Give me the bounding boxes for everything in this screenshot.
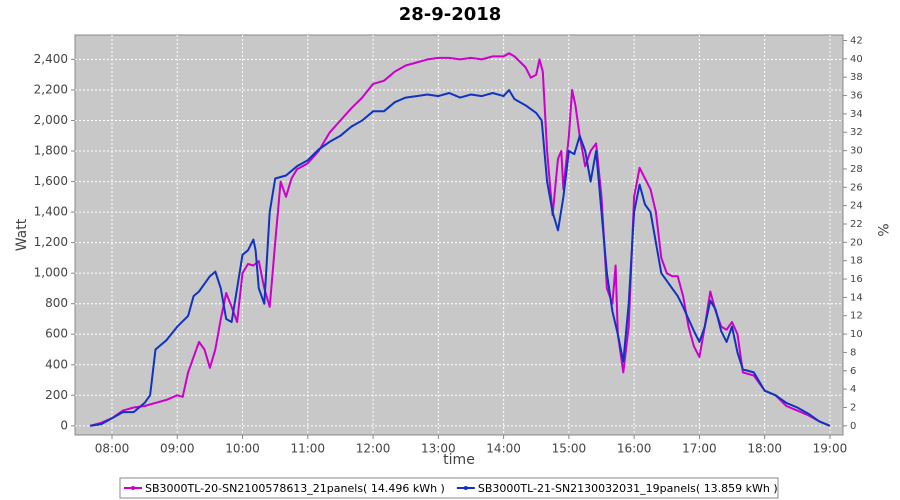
y-tick-label: 2,400 bbox=[34, 52, 68, 66]
y2-tick-label: 28 bbox=[850, 164, 863, 175]
y2-tick-label: 42 bbox=[850, 36, 863, 47]
lines bbox=[89, 52, 831, 427]
chart-title: 28-9-2018 bbox=[399, 4, 502, 25]
y2-tick-label: 10 bbox=[850, 329, 863, 340]
y2-tick-label: 36 bbox=[850, 91, 863, 102]
y2-tick-label: 32 bbox=[850, 127, 863, 138]
legend-label: SB3000TL-21-SN2130032031_19panels( 13.85… bbox=[478, 482, 778, 495]
y-tick-label: 200 bbox=[45, 388, 68, 402]
legend-swatch-dot bbox=[463, 486, 468, 490]
y2-tick-label: 4 bbox=[850, 384, 856, 395]
x-tick-label: 19:00 bbox=[813, 442, 848, 456]
plot-area bbox=[74, 34, 844, 436]
legend-items: SB3000TL-20-SN2100578613_21panels( 14.49… bbox=[124, 482, 778, 495]
x-tick-label: 18:00 bbox=[747, 442, 782, 456]
y-tick-label: 1,000 bbox=[34, 266, 68, 280]
x-tick-label: 15:00 bbox=[552, 442, 587, 456]
legend bbox=[119, 477, 779, 499]
x-tick-label: 11:00 bbox=[290, 442, 325, 456]
y2-tick-label: 40 bbox=[850, 54, 863, 65]
y2-tick-label: 30 bbox=[850, 146, 863, 157]
y2-tick-label: 12 bbox=[850, 311, 863, 322]
series-line bbox=[90, 89, 831, 427]
y-tick-label: 1,200 bbox=[34, 235, 68, 249]
y2-tick-label: 8 bbox=[850, 347, 856, 358]
x-axis-title: time bbox=[443, 452, 475, 468]
y2-tick-label: 18 bbox=[850, 256, 863, 267]
y2-tick-label: 26 bbox=[850, 182, 863, 193]
y-axis-title: Watt bbox=[14, 218, 30, 251]
y-tick-label: 1,600 bbox=[34, 174, 68, 188]
y-tick-label: 600 bbox=[45, 327, 68, 341]
y-tick-label: 0 bbox=[60, 418, 68, 432]
y-tick-label: 1,800 bbox=[34, 144, 68, 158]
axes: 02004006008001,0001,2001,4001,6001,8002,… bbox=[34, 36, 863, 456]
y-tick-label: 1,400 bbox=[34, 205, 68, 219]
y2-tick-label: 14 bbox=[850, 292, 863, 303]
x-tick-label: 09:00 bbox=[160, 442, 195, 456]
x-tick-label: 08:00 bbox=[95, 442, 130, 456]
legend-swatch-dot bbox=[131, 486, 135, 490]
x-tick-label: 17:00 bbox=[682, 442, 717, 456]
y-tick-label: 2,200 bbox=[34, 82, 68, 96]
y-tick-label: 400 bbox=[45, 357, 68, 371]
y2-axis-title: % bbox=[874, 223, 890, 236]
y2-tick-label: 20 bbox=[850, 237, 863, 248]
y2-tick-label: 0 bbox=[850, 421, 856, 432]
y2-tick-label: 6 bbox=[850, 366, 856, 377]
x-tick-label: 10:00 bbox=[225, 442, 260, 456]
series-line bbox=[89, 52, 831, 427]
y2-tick-label: 16 bbox=[850, 274, 863, 285]
y2-tick-label: 38 bbox=[850, 72, 863, 83]
x-tick-label: 14:00 bbox=[486, 442, 521, 456]
legend-label: SB3000TL-20-SN2100578613_21panels( 14.49… bbox=[145, 482, 445, 495]
y-tick-label: 2,000 bbox=[34, 113, 68, 127]
x-tick-label: 16:00 bbox=[617, 442, 652, 456]
x-tick-label: 13:00 bbox=[421, 442, 456, 456]
x-tick-label: 12:00 bbox=[356, 442, 391, 456]
y2-tick-label: 2 bbox=[850, 402, 856, 413]
y2-tick-label: 22 bbox=[850, 219, 863, 230]
y2-tick-label: 34 bbox=[850, 109, 863, 120]
y-tick-label: 800 bbox=[45, 296, 68, 310]
y2-tick-label: 24 bbox=[850, 201, 863, 212]
